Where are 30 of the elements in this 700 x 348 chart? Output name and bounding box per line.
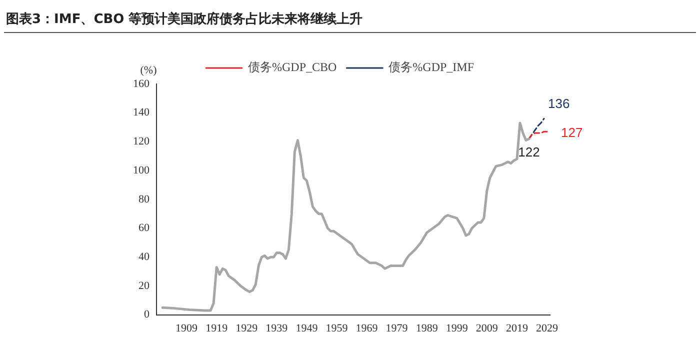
annotation: 136 [548,96,570,112]
x-tick-label: 1909 [176,322,198,334]
line-series [528,130,548,140]
x-tick-label: 2009 [476,322,498,334]
annotation: 122 [518,144,540,160]
x-tick-label: 1959 [326,322,348,334]
x-tick-label: 1919 [206,322,228,334]
y-tick-label: 80 [138,193,150,206]
x-tick-label: 1949 [296,322,318,334]
x-tick-label: 1939 [266,322,288,334]
y-tick-label: 140 [133,106,150,119]
y-tick-label: 120 [133,136,150,148]
y-tick-label: 40 [138,250,150,263]
x-tick-label: 2019 [506,322,528,334]
y-tick-label: 160 [133,78,150,90]
y-tick-label: 60 [138,222,150,234]
annotation: 127 [560,125,583,140]
x-tick-label: 1969 [356,322,378,334]
y-tick-label: 20 [138,280,150,292]
x-tick-label: 1999 [446,322,468,334]
y-tick-label: 100 [133,164,150,176]
x-tick-label: 1929 [236,322,258,334]
chart-title: 图表3：IMF、CBO 等预计美国政府债务占比未来将继续上升 [6,10,363,28]
x-tick-label: 1989 [416,322,438,334]
y-tick-label: 0 [144,308,150,321]
x-tick-label: 1979 [386,322,408,334]
x-tick-label: 2029 [536,322,558,334]
legend-label: 债务%GDP_IMF [388,60,474,74]
legend-label: 债务%GDP_CBO [248,60,337,74]
y-axis-title: (%) [140,64,158,76]
